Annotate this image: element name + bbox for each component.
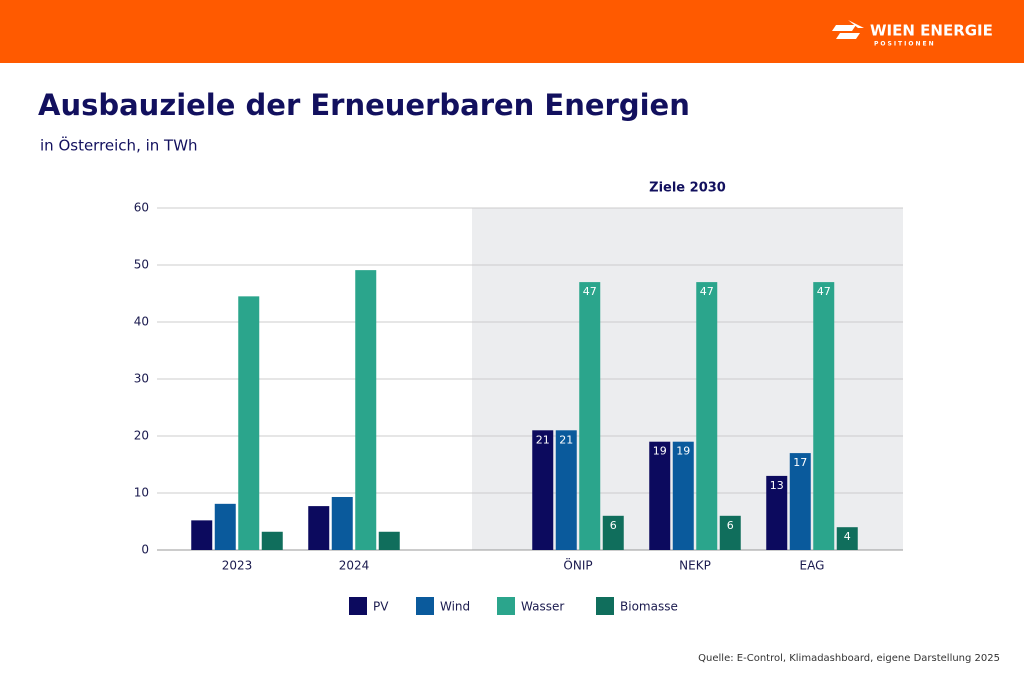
- legend-label: Wind: [440, 600, 470, 614]
- bar: [813, 282, 835, 550]
- bar: [602, 515, 624, 550]
- bar: [532, 430, 554, 550]
- x-tick-label: NEKP: [679, 559, 711, 573]
- value-label: 47: [700, 285, 714, 298]
- chart-title: Ausbauziele der Erneuerbaren Energien: [38, 88, 690, 122]
- x-tick-label: ÖNIP: [563, 557, 592, 573]
- y-tick-label: 60: [134, 201, 149, 215]
- value-label: 19: [653, 445, 667, 458]
- y-tick-label: 10: [134, 486, 149, 500]
- value-label: 13: [770, 479, 784, 492]
- legend-swatch: [349, 597, 367, 615]
- value-label: 47: [583, 285, 597, 298]
- bar: [355, 270, 377, 550]
- legend-swatch: [596, 597, 614, 615]
- bar: [555, 430, 577, 550]
- value-label: 21: [536, 433, 550, 446]
- y-tick-label: 40: [134, 315, 149, 329]
- brand-tagline: POSITIONEN: [874, 41, 936, 48]
- logo-icon: [832, 20, 864, 39]
- bar: [789, 453, 811, 550]
- bar: [649, 441, 671, 550]
- value-label: 6: [727, 519, 734, 532]
- brand-name: WIEN ENERGIE: [870, 22, 993, 40]
- value-label: 47: [817, 285, 831, 298]
- y-tick-label: 30: [134, 372, 149, 386]
- value-label: 21: [559, 433, 573, 446]
- bar: [378, 531, 400, 550]
- x-tick-label: EAG: [800, 559, 825, 573]
- bar: [308, 506, 330, 550]
- highlight-label: Ziele 2030: [649, 181, 726, 196]
- bar: [331, 496, 353, 550]
- bar: [766, 475, 788, 550]
- y-tick-label: 50: [134, 258, 149, 272]
- y-tick-label: 20: [134, 429, 149, 443]
- legend-label: Wasser: [521, 600, 564, 614]
- bar: [696, 282, 718, 550]
- value-label: 19: [676, 445, 690, 458]
- bar: [261, 531, 283, 550]
- bar: [719, 515, 741, 550]
- legend-label: Biomasse: [620, 600, 678, 614]
- legend-label: PV: [373, 600, 389, 614]
- bar: [238, 296, 260, 550]
- value-label: 6: [610, 519, 617, 532]
- source: Quelle: E-Control, Klimadashboard, eigen…: [698, 653, 1000, 664]
- value-label: 17: [793, 456, 807, 469]
- legend-swatch: [497, 597, 515, 615]
- chart-subtitle: in Österreich, in TWh: [40, 136, 198, 155]
- bar: [191, 520, 213, 550]
- value-label: 4: [844, 530, 851, 543]
- bar: [672, 441, 694, 550]
- x-tick-label: 2024: [339, 559, 370, 573]
- legend-swatch: [416, 597, 434, 615]
- x-tick-label: 2023: [222, 559, 253, 573]
- y-tick-label: 0: [141, 543, 149, 557]
- header-bar: [0, 0, 1024, 63]
- bar: [836, 527, 858, 550]
- bar: [214, 503, 236, 550]
- bar: [579, 282, 601, 550]
